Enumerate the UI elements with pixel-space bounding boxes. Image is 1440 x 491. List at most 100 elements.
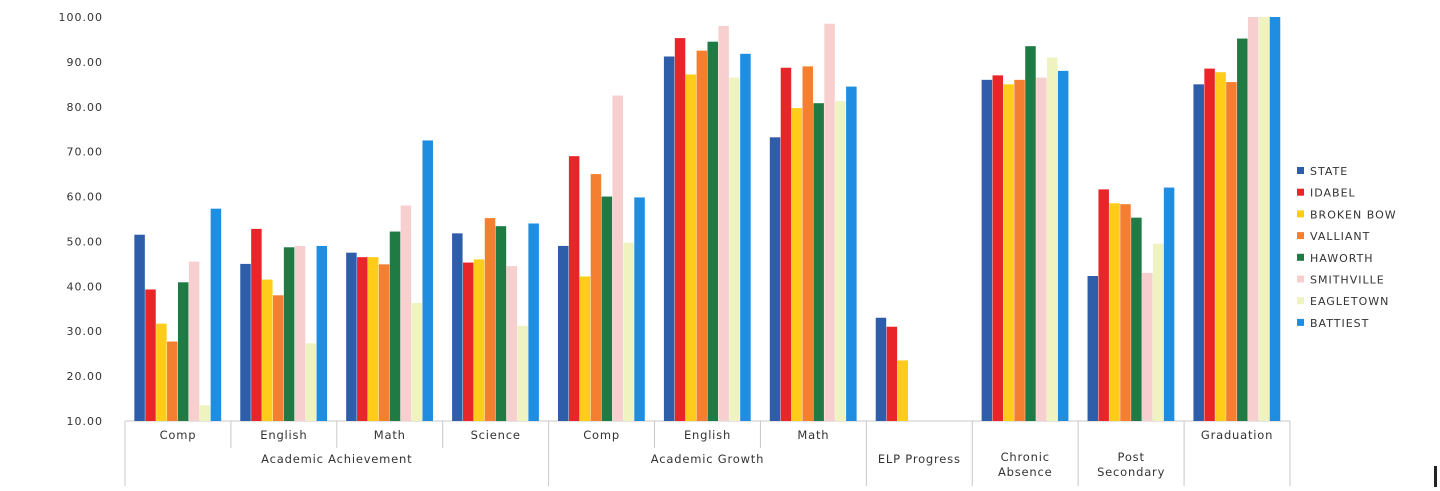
bar-broken-bow: [156, 323, 167, 421]
bar-idabel: [1098, 189, 1109, 421]
bar-haworth: [601, 196, 613, 421]
bar-smithville: [506, 266, 518, 421]
bar-broken-bow: [473, 259, 485, 421]
bar-broken-bow: [579, 276, 591, 421]
bar-eagletown: [1258, 17, 1270, 421]
legend-swatch: [1297, 167, 1304, 174]
legend-swatch: [1297, 275, 1304, 283]
bar-valliant: [378, 264, 390, 421]
bar-eagletown: [1152, 243, 1164, 421]
bar-eagletown: [729, 77, 740, 421]
bar-eagletown: [1047, 57, 1058, 422]
category-label: Math: [797, 428, 829, 442]
bar-idabel: [780, 67, 792, 421]
category-label: Secondary: [1097, 465, 1165, 479]
bar-idabel: [1204, 68, 1215, 422]
group-label: Academic Growth: [651, 452, 764, 466]
category-label: Post: [1118, 450, 1145, 464]
bar-haworth: [495, 226, 507, 421]
bar-broken-bow: [1003, 84, 1014, 421]
y-tick-label: 50.00: [67, 235, 104, 248]
legend-label: HAWORTH: [1310, 252, 1374, 265]
group-label: Academic Achievement: [261, 452, 412, 466]
bar-smithville: [188, 261, 200, 421]
bar-state: [452, 233, 463, 421]
bar-state: [663, 56, 675, 421]
bar-smithville: [1247, 17, 1259, 421]
bar-haworth: [389, 231, 401, 421]
bar-haworth: [1237, 38, 1248, 422]
bar-battiest: [1269, 17, 1281, 421]
y-tick-label: 100.00: [59, 11, 104, 24]
bar-valliant: [1014, 79, 1025, 421]
bar-state: [557, 245, 569, 421]
bar-broken-bow: [1109, 203, 1120, 421]
bar-state: [1193, 84, 1204, 421]
y-tick-label: 80.00: [67, 101, 104, 114]
bar-smithville: [294, 245, 306, 421]
bar-haworth: [707, 41, 718, 421]
bar-eagletown: [305, 343, 317, 421]
legend-label: BROKEN BOW: [1310, 208, 1397, 221]
legend-label: BATTIEST: [1310, 317, 1369, 330]
y-tick-label: 60.00: [67, 191, 104, 204]
bar-idabel: [886, 326, 898, 421]
bar-smithville: [400, 205, 412, 421]
bar-state: [240, 263, 251, 421]
scroll-marker: [1434, 466, 1437, 487]
bar-idabel: [357, 257, 368, 421]
group-label: ELP Progress: [878, 452, 961, 466]
category-label: Absence: [998, 465, 1053, 479]
bar-valliant: [696, 50, 708, 422]
bar-state: [981, 79, 993, 421]
bar-battiest: [528, 223, 539, 421]
bar-valliant: [272, 295, 284, 421]
bar-valliant: [590, 174, 602, 421]
bar-idabel: [568, 156, 580, 421]
bar-smithville: [718, 25, 729, 421]
category-label: Chronic: [1001, 450, 1050, 464]
bar-battiest: [1163, 187, 1175, 421]
legend-swatch: [1297, 232, 1304, 240]
legend-label: EAGLETOWN: [1310, 295, 1389, 308]
category-label: Graduation: [1201, 428, 1273, 442]
bar-eagletown: [199, 405, 211, 421]
bar-valliant: [1120, 204, 1131, 421]
legend-swatch: [1297, 253, 1304, 261]
category-label: Science: [471, 428, 521, 442]
bar-broken-bow: [262, 279, 273, 421]
bar-broken-bow: [791, 108, 803, 422]
category-label: Math: [374, 428, 406, 442]
category-label: English: [260, 428, 307, 442]
bar-idabel: [674, 38, 686, 421]
bar-state: [346, 252, 357, 421]
bar-smithville: [1142, 272, 1153, 421]
bar-broken-bow: [685, 74, 697, 422]
bar-idabel: [462, 262, 474, 421]
bar-smithville: [1036, 77, 1047, 421]
y-tick-label: 90.00: [67, 56, 104, 69]
bar-valliant: [167, 341, 178, 421]
bar-battiest: [316, 245, 328, 421]
bar-broken-bow: [897, 360, 909, 421]
bar-eagletown: [835, 100, 846, 421]
bar-haworth: [1025, 46, 1036, 422]
legend-label: IDABEL: [1310, 187, 1356, 200]
bar-battiest: [740, 53, 751, 422]
bar-battiest: [422, 140, 433, 421]
bar-haworth: [1131, 217, 1142, 421]
bar-battiest: [1057, 70, 1069, 422]
y-tick-label: 20.00: [67, 370, 104, 383]
bar-smithville: [612, 95, 623, 421]
legend-swatch: [1297, 297, 1304, 305]
bar-battiest: [634, 197, 645, 421]
bar-broken-bow: [1215, 72, 1226, 422]
y-tick-label: 30.00: [67, 325, 104, 338]
category-label: Comp: [160, 428, 197, 442]
bar-state: [1087, 276, 1099, 421]
bar-haworth: [177, 282, 189, 421]
bar-idabel: [251, 228, 262, 421]
y-tick-label: 70.00: [67, 146, 104, 159]
